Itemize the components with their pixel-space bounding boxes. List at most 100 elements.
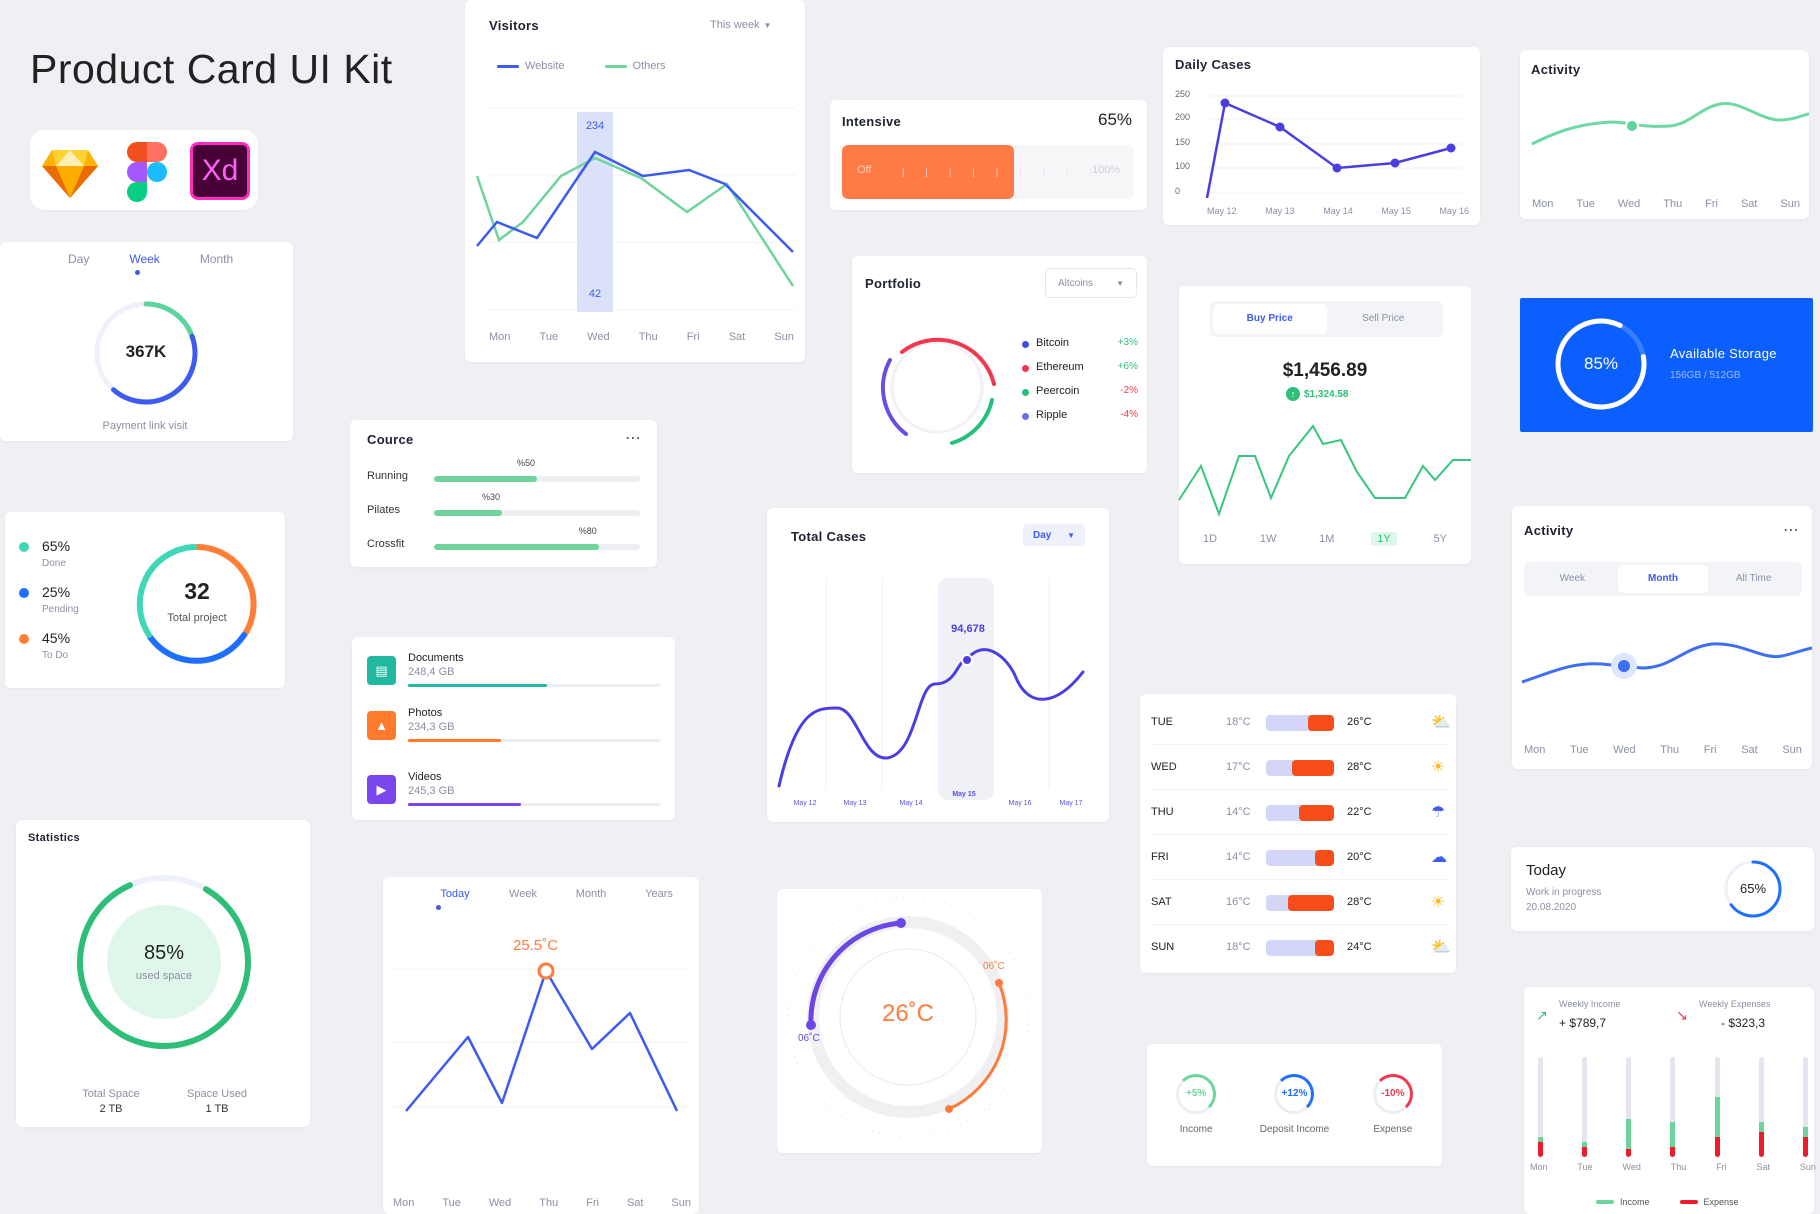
day-label: Wed [1617, 198, 1641, 210]
y-tick: 250 [1175, 89, 1191, 99]
weather-low: 17°C [1226, 761, 1251, 773]
more-icon[interactable]: ⋯ [1783, 522, 1799, 539]
visitors-card: Visitors This week ▼ Website Others 234 … [465, 0, 805, 362]
coin-change: -2% [1120, 385, 1138, 396]
day-label: Thu [1670, 1162, 1687, 1172]
tab-today[interactable]: Today [440, 888, 470, 900]
visitors-period-select[interactable]: This week ▼ [710, 19, 772, 31]
date-label: May 16 [1008, 800, 1032, 807]
range-1y[interactable]: 1Y [1371, 532, 1397, 546]
kpi-item: +12% Deposit Income [1249, 1074, 1339, 1135]
visitors-highlight-bottom: 42 [588, 288, 602, 300]
kpi-ring: +12% [1274, 1074, 1315, 1114]
project-total-label: Total project [167, 612, 227, 624]
thermostat-value: 26˚C [881, 1000, 935, 1027]
weather-low: 18°C [1226, 716, 1251, 728]
weekly-bar [1758, 1057, 1764, 1157]
payment-value: 367K [125, 342, 167, 361]
day-label: Sun [774, 331, 794, 343]
day-label: Tue [1577, 1162, 1593, 1172]
date-label: May 15 [952, 791, 976, 798]
status-dot [19, 588, 29, 598]
activity-chart-2 [1521, 642, 1813, 684]
figma-icon [127, 142, 167, 202]
weather-row: SUN 18°C 24°C ⛅ [1151, 925, 1451, 970]
chevron-down-icon: ▼ [1116, 278, 1124, 288]
date-label: May 13 [843, 800, 867, 807]
range-1m[interactable]: 1M [1319, 533, 1335, 545]
tab-all-time[interactable]: All Time [1735, 573, 1772, 584]
day-label: Mon [1524, 744, 1546, 756]
weekly-expense-label: Weekly Expenses [1699, 999, 1771, 1009]
project-ring [136, 544, 257, 664]
day-label: Mon [393, 1197, 415, 1209]
day-label: Thu [1663, 198, 1683, 210]
arrow-up-icon: ↑ [1286, 387, 1300, 401]
activity-card-1: Activity Mon Tue Wed Thu Fri Sat Sun [1520, 50, 1810, 219]
course-progress [434, 544, 640, 550]
space-used-label: Space Used [187, 1088, 247, 1100]
date-label: May 12 [1207, 206, 1237, 216]
day-label: Sun [1799, 1162, 1816, 1172]
price-value: $1,456.89 [1282, 360, 1368, 381]
coin-change: -4% [1120, 409, 1138, 420]
sketch-icon [42, 150, 98, 198]
statistics-pct-label: used space [135, 970, 193, 982]
range-1w[interactable]: 1W [1259, 533, 1277, 545]
coin-dot [1022, 341, 1029, 348]
legend-website: Website [525, 60, 565, 72]
day-label: Tue [1576, 198, 1595, 210]
tab-week[interactable]: Week [1559, 573, 1586, 584]
status-dot [19, 634, 29, 644]
more-icon[interactable]: ⋯ [625, 430, 642, 447]
tab-years[interactable]: Years [645, 888, 673, 900]
range-5y[interactable]: 5Y [1433, 533, 1447, 545]
day-label: Wed [1622, 1162, 1641, 1172]
tab-buy-price[interactable]: Buy Price [1213, 304, 1327, 334]
daily-cases-title: Daily Cases [1175, 57, 1252, 72]
weather-high: 20°C [1347, 851, 1372, 863]
project-status-label: Pending [42, 604, 79, 615]
course-title: Cource [367, 432, 414, 447]
tab-day[interactable]: Day [68, 252, 90, 266]
tab-month[interactable]: Month [199, 252, 234, 266]
tab-week[interactable]: Week [509, 888, 537, 900]
file-progress [408, 803, 660, 806]
cloud-rain-icon: ☂ [1431, 804, 1446, 821]
kpi-label: Deposit Income [1259, 1124, 1330, 1135]
weather-row: SAT 16°C 28°C ☀ [1151, 880, 1449, 925]
cloud-sun-icon: ⛅ [1431, 939, 1451, 956]
project-status-label: Done [42, 558, 66, 569]
today-pct: 65% [1739, 881, 1767, 896]
total-cases-select[interactable]: Day ▼ [1023, 524, 1085, 546]
statistics-card: Statistics 85% used space Total Space 2 … [16, 820, 310, 1127]
price-chart [1178, 424, 1471, 517]
temperature-range-bar [1266, 715, 1334, 731]
course-pct: %80 [578, 526, 597, 536]
legend-others: Others [632, 60, 666, 72]
weekly-bar [1714, 1057, 1720, 1157]
activity-title: Activity [1531, 62, 1581, 77]
portfolio-select[interactable]: Altcoins ▼ [1045, 268, 1137, 298]
intensive-track[interactable]: Off 100% | | | | | | | | | [842, 145, 1134, 199]
arrow-down-right-icon: ↘ [1676, 1007, 1688, 1023]
tab-sell-price[interactable]: Sell Price [1362, 313, 1405, 324]
weekly-bar [1802, 1057, 1808, 1157]
day-label: Sat [1756, 1162, 1771, 1172]
tab-month[interactable]: Month [575, 888, 607, 900]
project-total: 32 [184, 578, 210, 604]
day-label: Fri [686, 331, 700, 343]
kpi-label: Income [1179, 1124, 1213, 1135]
temperature-peak-label: 25.5˚C [513, 937, 559, 954]
today-title: Today [1526, 862, 1567, 879]
day-label: Thu [1660, 744, 1680, 756]
range-1d[interactable]: 1D [1203, 533, 1218, 545]
course-progress [434, 510, 640, 516]
tab-week[interactable]: Week [129, 252, 160, 266]
coin-row: Peercoin -2% [1022, 385, 1138, 401]
storm-icon: ☁ [1431, 849, 1447, 866]
temperature-range-bar [1266, 895, 1334, 911]
weekly-expense-value: - $323,3 [1721, 1016, 1766, 1030]
tab-month[interactable]: Month [1617, 565, 1709, 593]
day-label: Tue [1570, 744, 1589, 756]
